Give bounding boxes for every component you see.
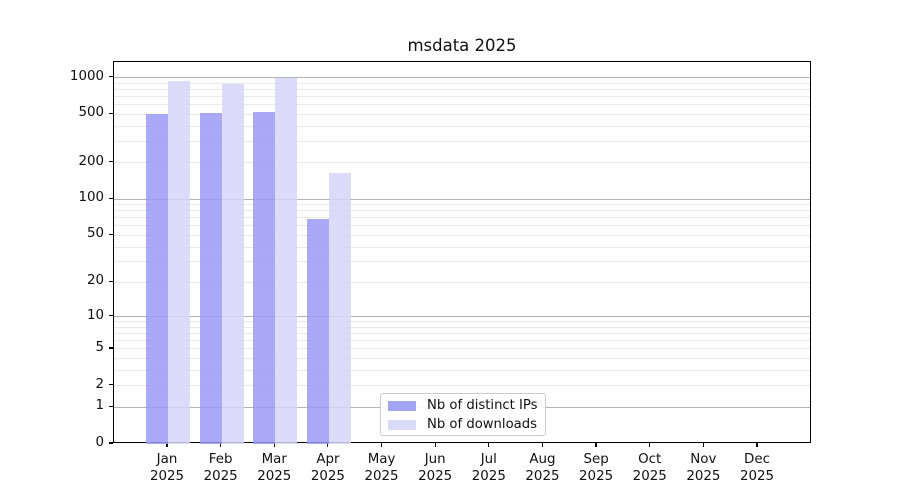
x-tick-mark bbox=[541, 443, 544, 447]
gridline-minor bbox=[114, 234, 810, 236]
bar-downloads bbox=[168, 81, 190, 444]
x-tick-label: Dec 2025 bbox=[739, 452, 775, 484]
y-tick-label: 500 bbox=[78, 105, 104, 121]
x-tick-label: Mar 2025 bbox=[257, 452, 292, 484]
y-tick-mark bbox=[108, 112, 113, 114]
y-tick-mark bbox=[108, 315, 113, 317]
bar-downloads bbox=[221, 83, 244, 444]
gridline-minor bbox=[114, 321, 810, 323]
y-tick-label: 10 bbox=[86, 307, 104, 323]
x-tick-mark bbox=[434, 443, 436, 447]
y-tick-mark bbox=[108, 442, 113, 444]
gridline-minor bbox=[114, 125, 810, 127]
gridline-minor bbox=[114, 340, 810, 342]
bar-downloads bbox=[275, 78, 298, 444]
y-tick-mark bbox=[108, 347, 113, 349]
x-tick-mark bbox=[756, 443, 758, 447]
gridline-minor bbox=[114, 385, 810, 387]
y-tick-label: 200 bbox=[78, 153, 104, 169]
legend: Nb of distinct IPs Nb of downloads bbox=[380, 393, 546, 436]
legend-label: Nb of downloads bbox=[427, 417, 537, 432]
chart-title: msdata 2025 bbox=[407, 36, 517, 55]
y-tick-label: 20 bbox=[86, 273, 104, 289]
grid-layer bbox=[114, 62, 810, 442]
y-tick-mark bbox=[108, 405, 113, 407]
y-tick-label: 100 bbox=[78, 190, 104, 206]
gridline-minor bbox=[114, 217, 810, 219]
bar-distinct-ips bbox=[199, 112, 222, 444]
bars-layer bbox=[114, 62, 810, 444]
bar-distinct-ips bbox=[306, 219, 329, 444]
y-tick-mark bbox=[108, 233, 113, 236]
x-tick-label: Feb 2025 bbox=[203, 452, 238, 484]
y-tick-label: 1 bbox=[95, 398, 104, 414]
y-tick-label: 2 bbox=[95, 376, 104, 392]
x-tick-mark bbox=[380, 443, 383, 447]
x-tick-label: Oct 2025 bbox=[632, 452, 667, 484]
x-tick-label: Jun 2025 bbox=[418, 452, 453, 484]
gridline-major bbox=[114, 77, 810, 78]
gridline-minor bbox=[114, 326, 810, 328]
gridline-minor bbox=[114, 82, 810, 84]
legend-swatch bbox=[388, 419, 416, 430]
gridline-minor bbox=[114, 113, 810, 115]
x-tick-label: May 2025 bbox=[364, 452, 399, 484]
gridline-minor bbox=[114, 104, 810, 106]
bar-distinct-ips bbox=[253, 112, 276, 444]
legend-row: Nb of distinct IPs bbox=[381, 396, 545, 415]
y-tick-mark bbox=[108, 75, 113, 78]
y-tick-mark bbox=[108, 197, 113, 199]
gridline-minor bbox=[114, 358, 810, 360]
x-tick-label: Jan 2025 bbox=[149, 452, 185, 484]
bar-distinct-ips bbox=[146, 114, 168, 444]
y-tick-label: 1000 bbox=[69, 68, 104, 84]
gridline-minor bbox=[114, 210, 810, 212]
gridline-minor bbox=[114, 261, 810, 263]
y-tick-label: 0 bbox=[95, 435, 104, 450]
x-tick-mark bbox=[488, 443, 490, 447]
legend-row: Nb of downloads bbox=[381, 415, 545, 434]
y-tick-mark bbox=[108, 161, 113, 163]
gridline-minor bbox=[114, 333, 810, 335]
bar-downloads bbox=[328, 173, 351, 444]
gridline-minor bbox=[114, 246, 810, 248]
x-tick-mark bbox=[702, 443, 704, 447]
gridline-minor bbox=[114, 348, 810, 350]
gridline-minor bbox=[114, 95, 810, 97]
y-tick-mark bbox=[108, 280, 113, 283]
gridline-minor bbox=[114, 281, 810, 283]
gridline-major bbox=[114, 316, 810, 318]
gridline-minor bbox=[114, 88, 810, 90]
gridline-minor bbox=[114, 204, 810, 206]
x-tick-label: Apr 2025 bbox=[310, 452, 345, 484]
gridline-minor bbox=[114, 162, 810, 164]
x-tick-mark bbox=[649, 443, 651, 447]
y-tick-label: 50 bbox=[86, 226, 104, 242]
x-tick-label: Sep 2025 bbox=[579, 452, 614, 484]
gridline-minor bbox=[114, 140, 810, 142]
gridline-major bbox=[114, 198, 810, 200]
x-tick-label: Nov 2025 bbox=[686, 452, 721, 484]
x-tick-mark bbox=[595, 443, 597, 447]
legend-swatch bbox=[388, 400, 416, 411]
y-tick-mark bbox=[108, 384, 113, 386]
x-tick-label: Aug 2025 bbox=[525, 452, 560, 484]
legend-label: Nb of distinct IPs bbox=[427, 398, 538, 413]
x-tick-label: Jul 2025 bbox=[471, 452, 506, 484]
gridline-minor bbox=[114, 225, 810, 227]
plot-area: Nb of distinct IPs Nb of downloads bbox=[113, 61, 811, 444]
gridline-minor bbox=[114, 369, 810, 371]
y-tick-label: 5 bbox=[95, 339, 104, 355]
